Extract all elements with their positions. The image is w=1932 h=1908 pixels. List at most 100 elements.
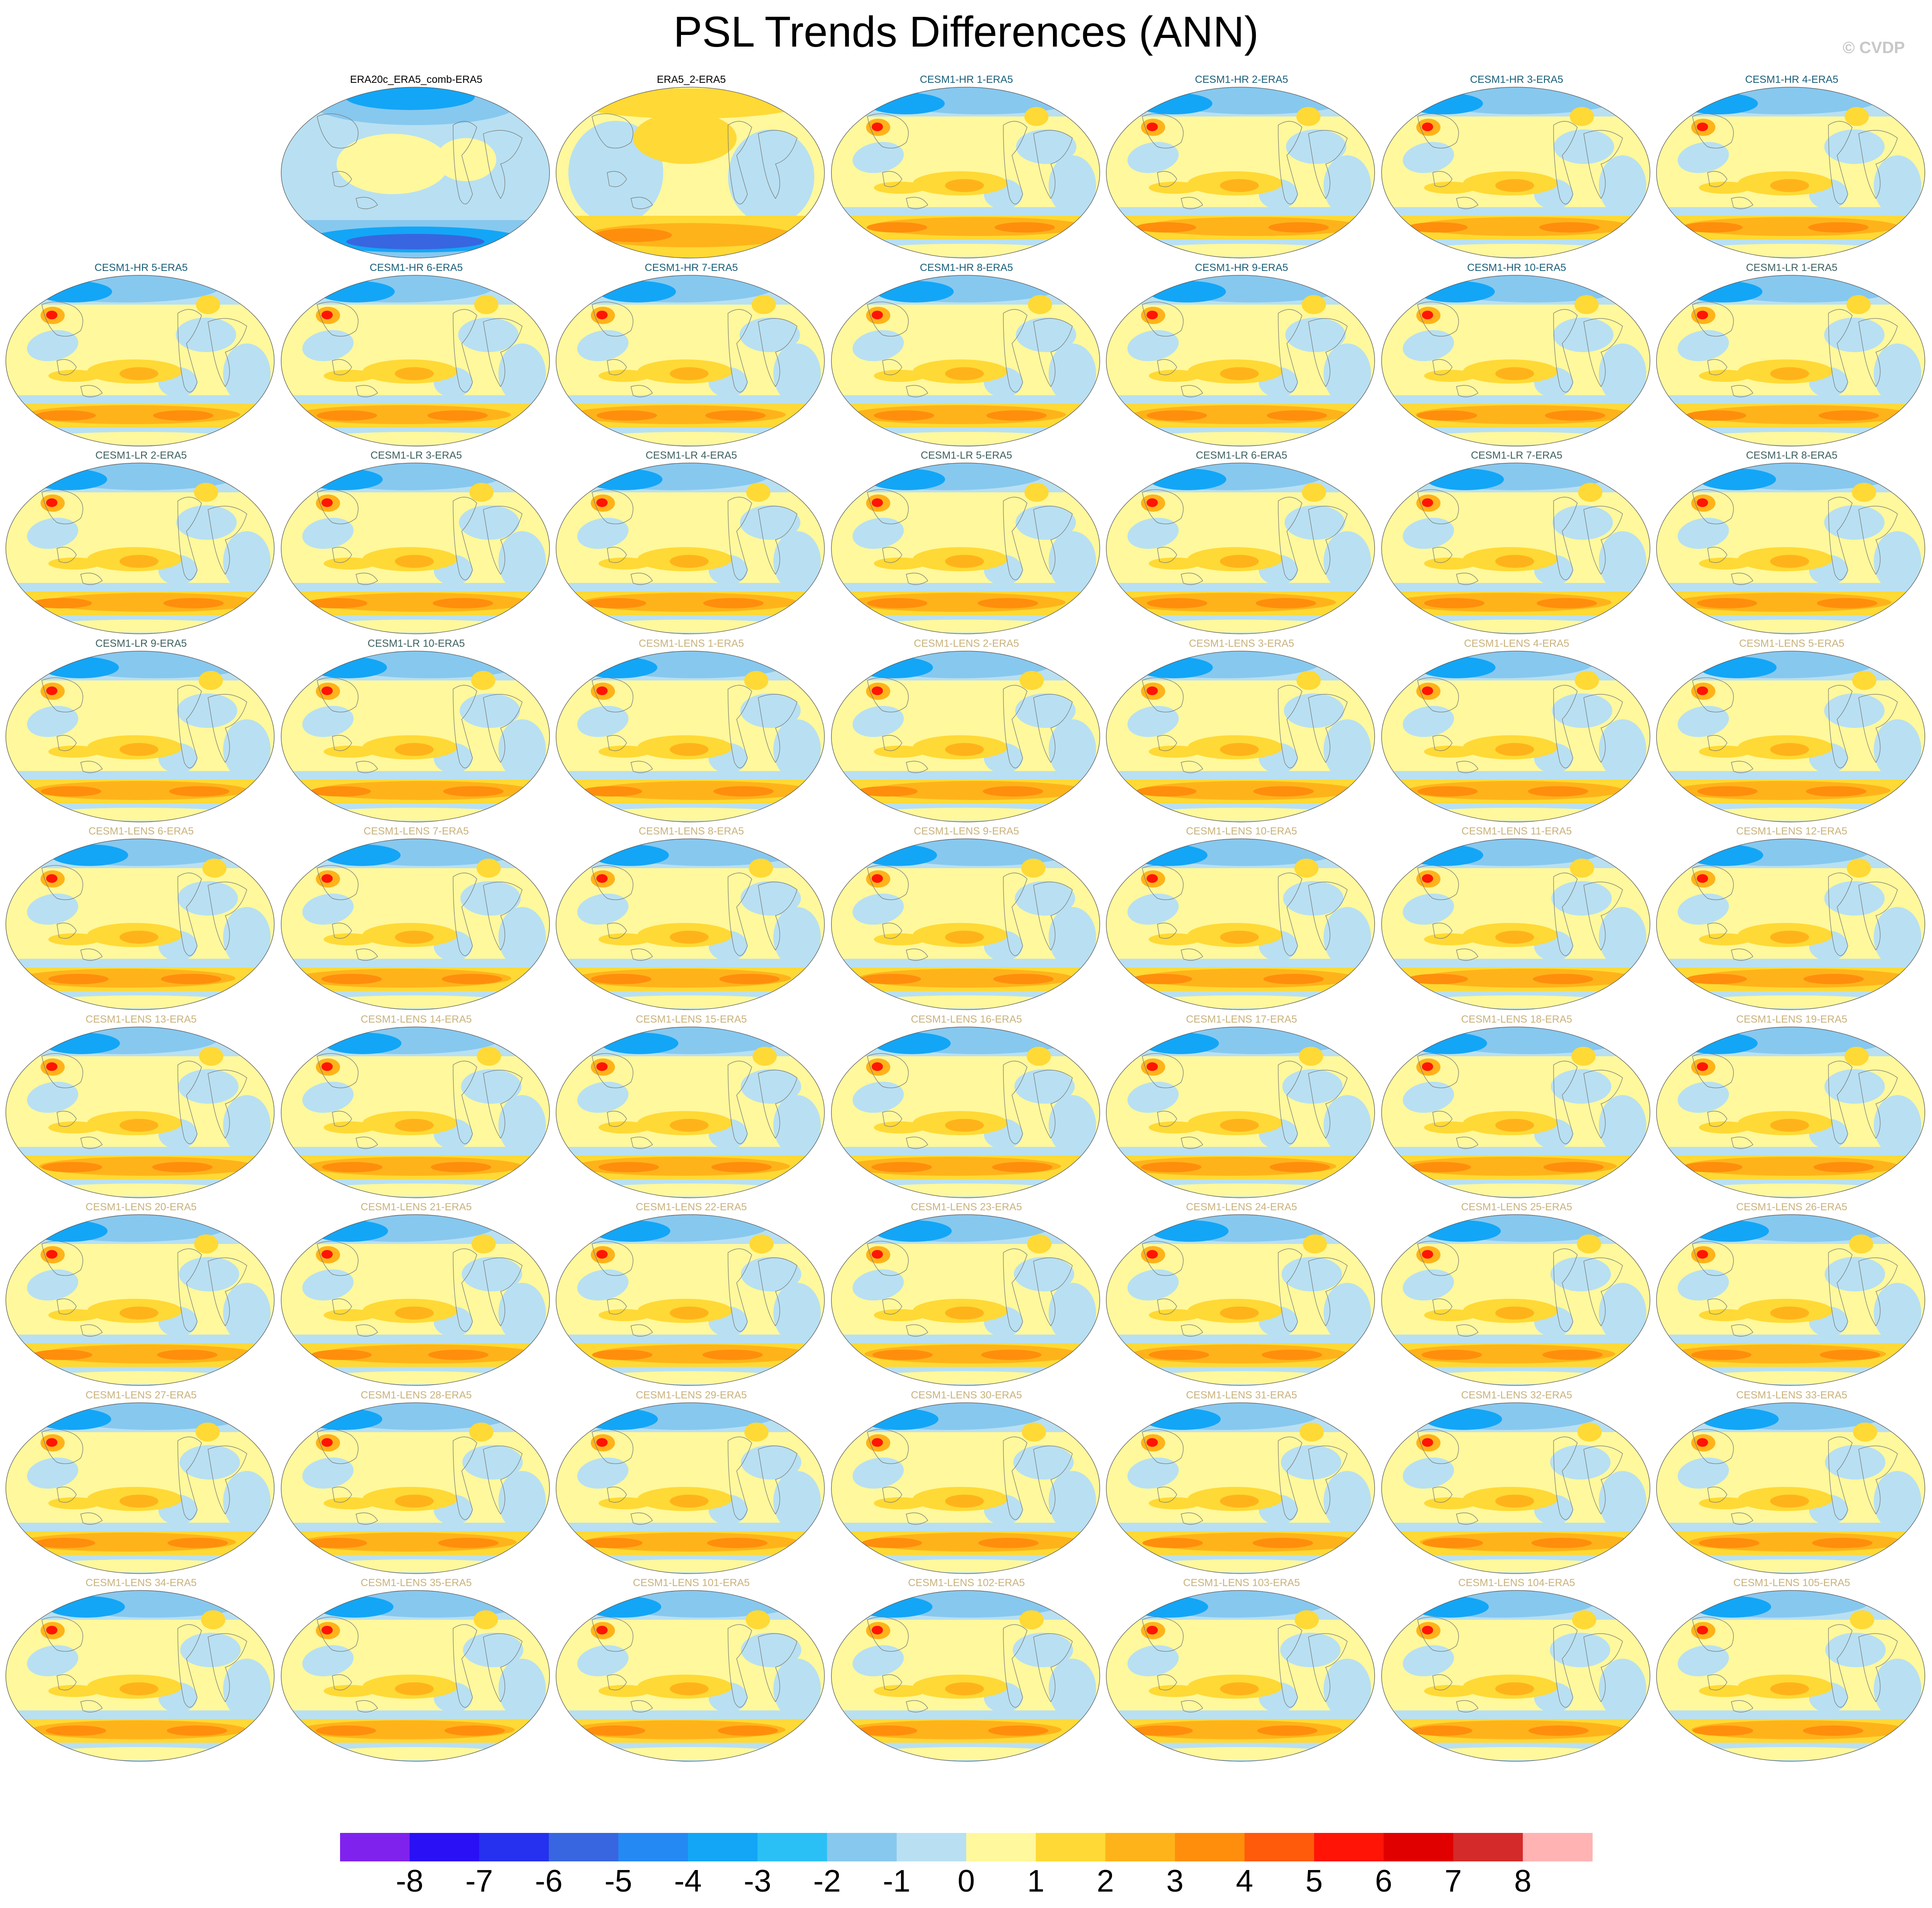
colorbar-swatch <box>757 1833 828 1861</box>
map-field <box>1106 1026 1375 1198</box>
map-panel: CESM1-LR 4-ERA5 <box>555 449 827 637</box>
map-panel: CESM1-LENS 25-ERA5 <box>1381 1201 1653 1388</box>
panel-title: CESM1-LENS 103-ERA5 <box>1183 1577 1300 1589</box>
map-panel: CESM1-HR 8-ERA5 <box>831 261 1103 449</box>
panel-title: CESM1-LENS 24-ERA5 <box>1186 1201 1297 1213</box>
map-panel: CESM1-LENS 35-ERA5 <box>281 1577 552 1764</box>
map-panel: CESM1-HR 6-ERA5 <box>281 261 552 449</box>
map-field <box>1656 274 1926 447</box>
colorbar-tick-label: -1 <box>882 1864 911 1899</box>
colorbar-swatch <box>1105 1833 1176 1861</box>
colorbar-tick-label: 1 <box>1027 1864 1045 1899</box>
map-field <box>281 650 550 822</box>
map-field <box>1656 1214 1926 1386</box>
colorbar-swatch <box>1175 1833 1245 1861</box>
map-field <box>831 1402 1100 1574</box>
map-field <box>1656 650 1926 822</box>
colorbar-swatch <box>340 1833 410 1861</box>
colorbar-tick-label: -7 <box>465 1864 493 1899</box>
map-panel: CESM1-LENS 105-ERA5 <box>1656 1577 1928 1764</box>
colorbar-tick-label: -6 <box>535 1864 563 1899</box>
map-field <box>5 463 275 634</box>
map-panel: CESM1-HR 7-ERA5 <box>555 261 827 449</box>
map-panel: CESM1-LENS 101-ERA5 <box>555 1577 827 1764</box>
panel-title: CESM1-LR 8-ERA5 <box>1746 450 1838 461</box>
map-field <box>1381 274 1650 447</box>
map-field <box>281 1402 550 1574</box>
map-panel: CESM1-HR 1-ERA5 <box>831 73 1103 261</box>
panel-title: CESM1-LR 5-ERA5 <box>920 450 1012 461</box>
map-field <box>5 650 275 822</box>
map-panel: CESM1-LR 9-ERA5 <box>5 637 277 825</box>
map-field <box>1381 650 1650 822</box>
panel-title: CESM1-LENS 21-ERA5 <box>360 1201 472 1213</box>
panel-title: CESM1-LR 1-ERA5 <box>1746 261 1838 274</box>
colorbar-swatch <box>1522 1833 1593 1861</box>
map-field <box>831 838 1100 1010</box>
map-field <box>831 1590 1100 1762</box>
map-panel: CESM1-LENS 21-ERA5 <box>281 1201 552 1388</box>
panel-title: CESM1-LENS 31-ERA5 <box>1186 1389 1297 1401</box>
map-panel: CESM1-LENS 24-ERA5 <box>1106 1201 1377 1388</box>
map-panel: CESM1-LENS 9-ERA5 <box>831 825 1103 1013</box>
map-field <box>1656 463 1926 634</box>
map-panel: CESM1-LENS 26-ERA5 <box>1656 1201 1928 1388</box>
colorbar-tick-label: -8 <box>396 1864 424 1899</box>
panel-title: CESM1-LENS 10-ERA5 <box>1186 825 1297 837</box>
colorbar-swatch <box>966 1833 1036 1861</box>
map-panel: CESM1-LENS 3-ERA5 <box>1106 637 1377 825</box>
map-panel: CESM1-LENS 15-ERA5 <box>555 1013 827 1201</box>
panel-title: CESM1-LENS 8-ERA5 <box>638 825 744 837</box>
colorbar-tick-label: 0 <box>957 1864 975 1899</box>
map-panel: CESM1-LENS 2-ERA5 <box>831 637 1103 825</box>
panel-title: CESM1-LENS 11-ERA5 <box>1461 825 1572 837</box>
map-panel: CESM1-LENS 11-ERA5 <box>1381 825 1653 1013</box>
colorbar-swatch <box>618 1833 688 1861</box>
panel-title: CESM1-LENS 12-ERA5 <box>1736 825 1847 837</box>
map-panel: CESM1-LENS 14-ERA5 <box>281 1013 552 1201</box>
map-panel: CESM1-LENS 22-ERA5 <box>555 1201 827 1388</box>
map-field <box>1656 1402 1926 1574</box>
panel-title: CESM1-LENS 7-ERA5 <box>363 825 469 837</box>
map-panel: CESM1-HR 2-ERA5 <box>1106 73 1377 261</box>
panel-title: CESM1-LENS 5-ERA5 <box>1739 637 1845 649</box>
map-field <box>555 650 825 822</box>
map-panel: CESM1-LENS 30-ERA5 <box>831 1389 1103 1577</box>
panel-title: CESM1-HR 7-ERA5 <box>644 261 738 274</box>
colorbar-swatch <box>1314 1833 1384 1861</box>
map-panel: CESM1-LENS 18-ERA5 <box>1381 1013 1653 1201</box>
map-field <box>281 1214 550 1386</box>
map-field <box>1656 838 1926 1010</box>
panel-title: CESM1-LENS 28-ERA5 <box>360 1389 472 1401</box>
map-field <box>831 87 1100 258</box>
panel-title: CESM1-HR 10-ERA5 <box>1467 261 1566 274</box>
panel-title: CESM1-HR 5-ERA5 <box>94 261 188 274</box>
map-panel: CESM1-LENS 23-ERA5 <box>831 1201 1103 1388</box>
colorbar-tick-label: -4 <box>674 1864 702 1899</box>
panel-title: CESM1-LENS 18-ERA5 <box>1461 1013 1573 1025</box>
page-title: PSL Trends Differences (ANN) <box>673 8 1259 56</box>
map-panel: CESM1-LENS 17-ERA5 <box>1106 1013 1377 1201</box>
map-field <box>5 838 275 1010</box>
map-panel: CESM1-LR 5-ERA5 <box>831 449 1103 637</box>
map-field <box>831 274 1100 447</box>
map-panel: CESM1-LENS 20-ERA5 <box>5 1201 277 1388</box>
map-field <box>1656 1026 1926 1198</box>
panel-title: CESM1-LENS 17-ERA5 <box>1186 1013 1297 1025</box>
map-field <box>1381 1402 1650 1574</box>
map-field <box>281 1026 550 1198</box>
map-panel: CESM1-LENS 7-ERA5 <box>281 825 552 1013</box>
map-field <box>1106 87 1375 258</box>
panel-title: CESM1-HR 8-ERA5 <box>920 261 1013 274</box>
panel-title: CESM1-LENS 27-ERA5 <box>85 1389 197 1401</box>
map-field <box>1106 838 1375 1010</box>
map-panel: CESM1-LR 3-ERA5 <box>281 449 552 637</box>
map-panel: CESM1-LENS 12-ERA5 <box>1656 825 1928 1013</box>
panel-title: CESM1-LENS 4-ERA5 <box>1464 637 1570 649</box>
map-field <box>555 1590 825 1762</box>
map-field <box>555 1402 825 1574</box>
map-panel: CESM1-LENS 4-ERA5 <box>1381 637 1653 825</box>
map-panel: CESM1-LR 10-ERA5 <box>281 637 552 825</box>
colorbar-swatch <box>1453 1833 1523 1861</box>
panel-title: CESM1-LR 6-ERA5 <box>1195 450 1288 461</box>
